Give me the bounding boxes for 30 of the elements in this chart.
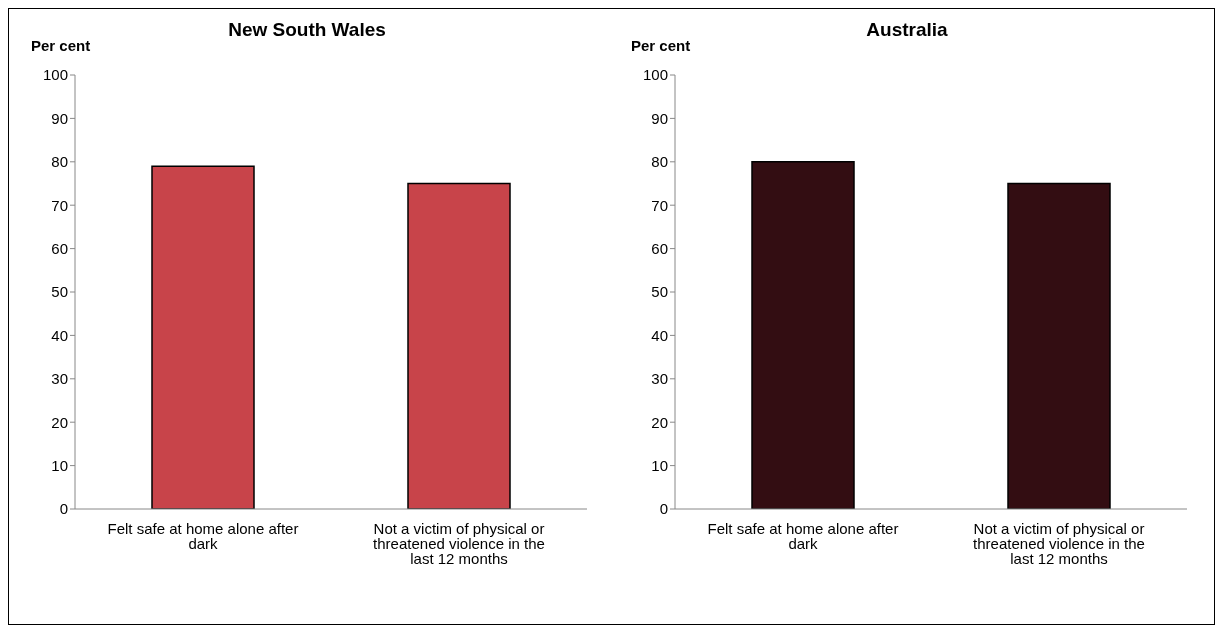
y-tick-label: 80 (651, 153, 668, 171)
y-axis-title: Per cent (31, 37, 91, 54)
x-tick-label: Not a victim of physical or threatened violence in the last 12 months (373, 519, 545, 567)
x-tick-label: Not a victim of physical or threatened violence in the last 12 months (973, 519, 1145, 567)
y-tick-label: 50 (651, 283, 668, 301)
y-tick-label: 30 (651, 370, 668, 388)
y-tick-label: 20 (51, 413, 68, 431)
x-tick-label: Felt safe at home alone after dark (107, 519, 299, 552)
y-tick-label: 100 (42, 66, 68, 84)
y-tick-label: 70 (651, 196, 668, 214)
chart-title: Australia (866, 19, 948, 40)
chart-title: New South Wales (228, 19, 386, 40)
y-tick-label: 40 (651, 326, 668, 344)
y-tick-label: 70 (51, 196, 68, 214)
y-tick-label: 60 (651, 239, 668, 257)
y-tick-label: 40 (51, 326, 68, 344)
y-tick-label: 30 (51, 370, 68, 388)
y-tick-label: 10 (651, 456, 668, 474)
y-tick-label: 10 (51, 456, 68, 474)
y-tick-label: 0 (659, 500, 668, 518)
y-tick-label: 90 (651, 109, 668, 127)
y-axis-title: Per cent (631, 37, 691, 54)
y-tick-label: 0 (59, 500, 68, 518)
y-tick-label: 90 (51, 109, 68, 127)
y-tick-label: 80 (51, 153, 68, 171)
y-tick-label: 20 (651, 413, 668, 431)
y-tick-label: 60 (51, 239, 68, 257)
y-tick-label: 100 (642, 66, 668, 84)
y-tick-label: 50 (51, 283, 68, 301)
x-tick-label: Felt safe at home alone after dark (707, 519, 899, 552)
